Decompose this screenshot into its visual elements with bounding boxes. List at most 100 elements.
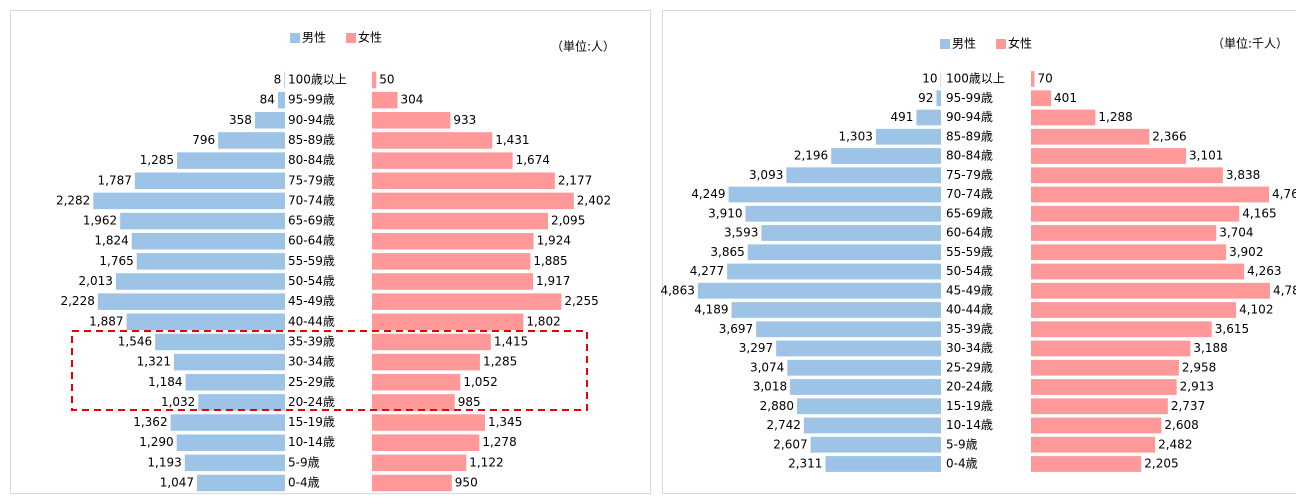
value-label: 2,880 xyxy=(760,399,794,413)
category-label: 10-14歳 xyxy=(946,418,993,432)
bar-male xyxy=(940,71,941,87)
bar-male xyxy=(697,282,941,299)
bar-female xyxy=(1031,398,1168,415)
bar-male xyxy=(761,225,941,241)
legend-swatch xyxy=(290,33,300,43)
value-label: 1,290 xyxy=(139,435,173,449)
unit-label: （単位:千人） xyxy=(1212,36,1288,51)
category-label: 100歳以上 xyxy=(288,73,347,87)
category-label: 95-99歳 xyxy=(288,93,335,107)
bar-female xyxy=(1031,282,1270,299)
value-label: 1,824 xyxy=(94,234,128,248)
category-label: 15-19歳 xyxy=(288,415,335,429)
category-label: 75-79歳 xyxy=(946,168,993,182)
category-label: 35-39歳 xyxy=(288,334,335,348)
bar-male xyxy=(174,353,285,371)
value-label: 2,196 xyxy=(794,149,828,163)
value-label: 2,311 xyxy=(788,457,822,471)
value-label: 1,765 xyxy=(99,254,133,268)
value-label: 933 xyxy=(453,113,476,127)
category-label: 25-29歳 xyxy=(288,375,335,389)
bar-male xyxy=(170,414,285,431)
value-label: 2,913 xyxy=(1180,380,1214,394)
value-label: 304 xyxy=(401,93,424,107)
category-label: 60-64歳 xyxy=(946,226,993,240)
bar-female xyxy=(372,434,480,451)
value-label: 2,742 xyxy=(767,418,801,432)
category-label: 65-69歳 xyxy=(946,206,993,220)
category-label: 20-24歳 xyxy=(946,380,993,394)
value-label: 1,674 xyxy=(516,153,550,167)
category-label: 15-19歳 xyxy=(946,399,993,413)
bar-male xyxy=(284,71,285,89)
value-label: 4,249 xyxy=(691,187,725,201)
bar-female xyxy=(372,353,480,371)
value-label: 491 xyxy=(891,110,914,124)
bar-female xyxy=(1031,186,1269,203)
value-label: 1,546 xyxy=(118,334,152,348)
bar-male xyxy=(731,302,941,318)
bar-female xyxy=(1031,71,1035,87)
category-label: 55-59歳 xyxy=(946,245,993,259)
value-label: 2,095 xyxy=(551,214,585,228)
legend-label: 女性 xyxy=(1008,36,1032,51)
bar-male xyxy=(277,91,285,109)
value-label: 1,321 xyxy=(137,355,171,369)
value-label: 4,165 xyxy=(1242,206,1276,220)
value-label: 3,697 xyxy=(719,322,753,336)
bar-female xyxy=(372,414,485,431)
bar-female xyxy=(1031,321,1212,338)
value-label: 1,431 xyxy=(495,133,529,147)
value-label: 1,303 xyxy=(838,129,872,143)
bar-male xyxy=(126,313,285,331)
bar-female xyxy=(1031,417,1162,434)
value-label: 4,263 xyxy=(1247,264,1281,278)
value-label: 3,910 xyxy=(708,206,742,220)
value-label: 4,780 xyxy=(1273,283,1296,297)
category-label: 75-79歳 xyxy=(288,173,335,187)
bar-female xyxy=(1031,109,1096,126)
value-label: 2,205 xyxy=(1144,457,1178,471)
value-label: 3,865 xyxy=(710,245,744,259)
bar-female xyxy=(1031,128,1150,145)
category-label: 5-9歳 xyxy=(288,455,320,469)
bar-male xyxy=(131,232,285,250)
bar-female xyxy=(372,474,452,492)
category-label: 0-4歳 xyxy=(946,457,978,471)
bar-male xyxy=(747,244,941,261)
bar-female xyxy=(372,273,534,290)
category-label: 35-39歳 xyxy=(946,322,993,336)
value-label: 4,760 xyxy=(1272,187,1296,201)
value-label: 1,285 xyxy=(140,153,174,167)
category-label: 40-44歳 xyxy=(288,314,335,328)
value-label: 1,362 xyxy=(133,415,167,429)
value-label: 70 xyxy=(1038,72,1053,86)
value-label: 2,737 xyxy=(1171,399,1205,413)
bar-female xyxy=(372,132,493,149)
bar-male xyxy=(776,340,941,357)
bar-male xyxy=(756,321,941,338)
value-label: 3,902 xyxy=(1229,245,1263,259)
bar-female xyxy=(372,91,398,109)
value-label: 3,593 xyxy=(724,226,758,240)
bar-male xyxy=(797,398,941,415)
value-label: 2,607 xyxy=(773,437,807,451)
category-label: 55-59歳 xyxy=(288,254,335,268)
bar-male xyxy=(197,474,285,492)
value-label: 358 xyxy=(229,113,252,127)
value-label: 2,228 xyxy=(60,294,94,308)
value-label: 2,402 xyxy=(577,193,611,207)
bar-female xyxy=(1031,90,1052,107)
legend-label: 男性 xyxy=(302,31,326,45)
bar-male xyxy=(115,273,286,290)
value-label: 1,288 xyxy=(1098,110,1132,124)
value-label: 1,122 xyxy=(469,455,503,469)
category-label: 40-44歳 xyxy=(946,303,993,317)
bar-female xyxy=(372,253,531,270)
value-label: 8 xyxy=(274,73,282,87)
value-label: 50 xyxy=(379,73,394,87)
category-label: 65-69歳 xyxy=(288,214,335,228)
value-label: 92 xyxy=(918,91,933,105)
bar-male xyxy=(936,90,941,107)
value-label: 2,013 xyxy=(79,274,113,288)
